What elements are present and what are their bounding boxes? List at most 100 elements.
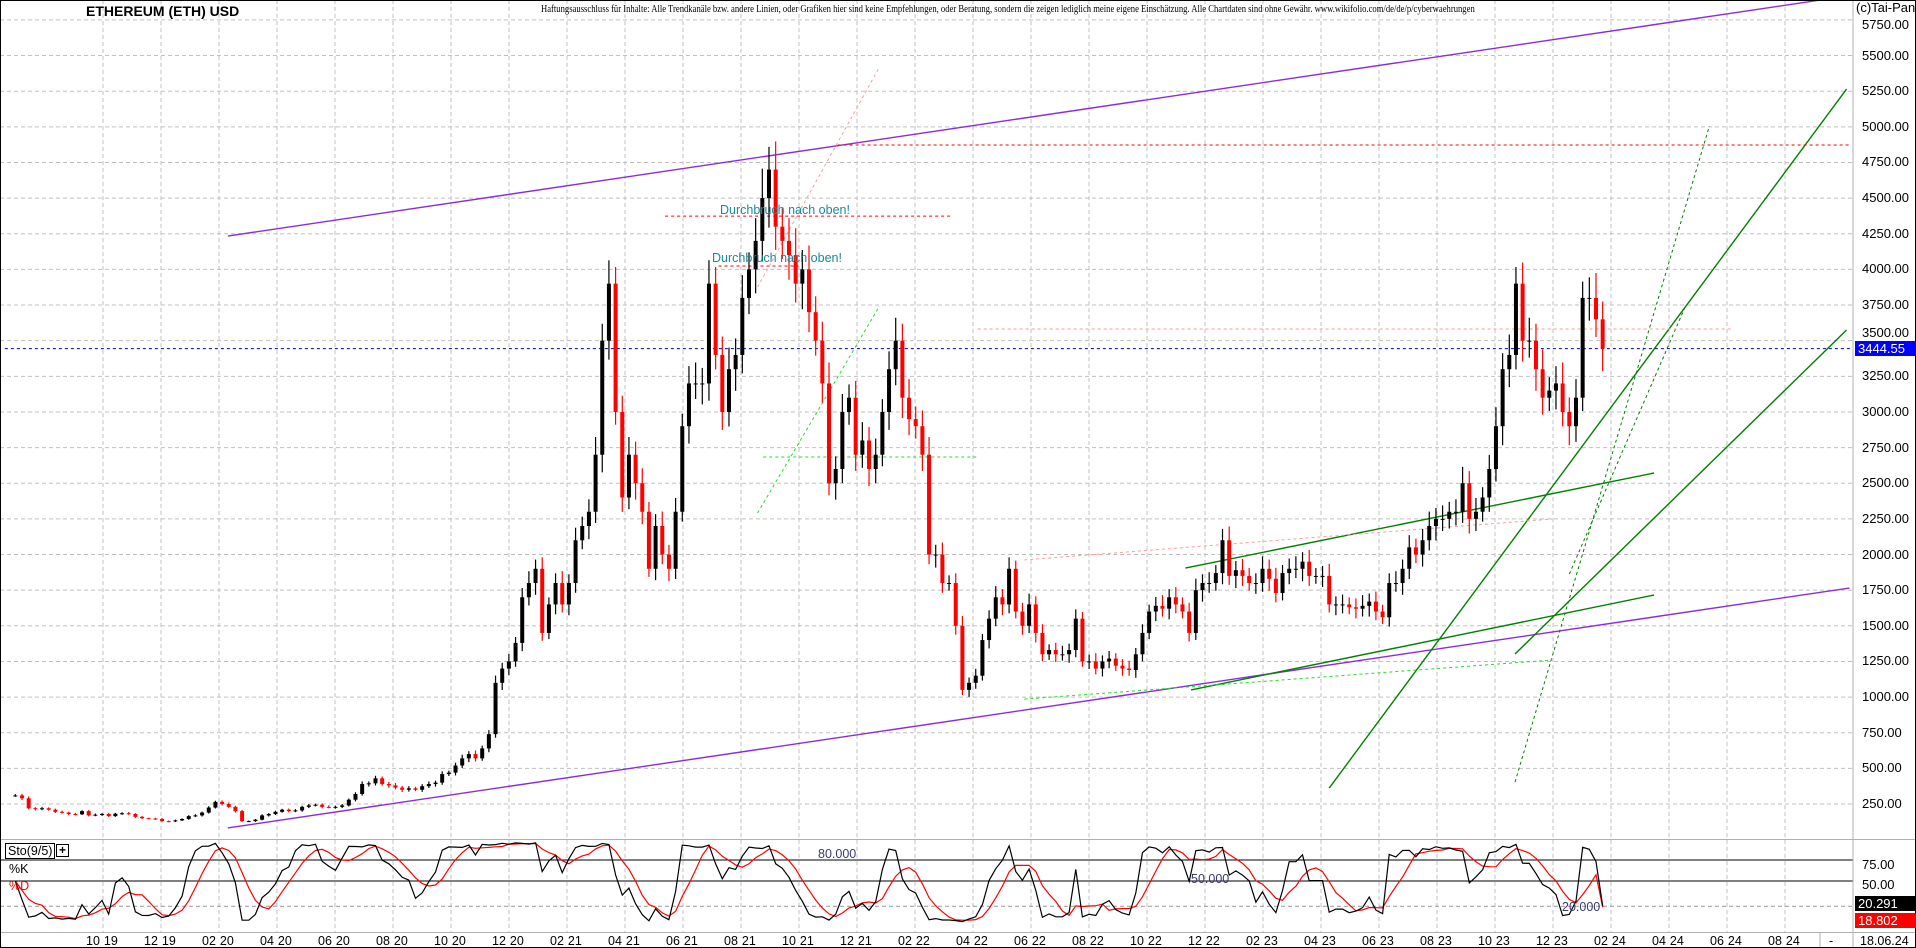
candle-body: [1033, 604, 1038, 633]
level-label-80: 80.000: [818, 847, 857, 861]
candle-body: [973, 675, 978, 683]
candle-body: [520, 597, 525, 643]
trendline: [1024, 659, 1553, 700]
time-tick: 12 23: [1536, 934, 1568, 948]
indicator-label[interactable]: Sto(9/5): [5, 843, 56, 859]
candle-body: [400, 787, 405, 790]
footer-date: 18.06.24: [1860, 934, 1909, 948]
candle-body: [726, 369, 731, 412]
candle-body: [286, 809, 291, 812]
candle-body: [200, 812, 205, 816]
time-tick: 06 21: [666, 934, 698, 948]
candle-body: [140, 816, 145, 819]
candle-body: [40, 808, 45, 810]
candle-body: [306, 805, 311, 807]
candle-body: [786, 240, 791, 256]
candle-body: [246, 821, 251, 823]
candle-body: [1353, 607, 1358, 609]
candle-body: [887, 369, 892, 412]
candle-body: [1233, 570, 1238, 576]
candle-body: [1180, 604, 1185, 612]
candle-body: [1280, 573, 1285, 594]
disclaimer: Haftungsausschluss für Inhalte: Alle Tre…: [541, 4, 1475, 15]
stoch-tick-75: 75.00: [1862, 857, 1895, 872]
add-indicator-button[interactable]: +: [56, 844, 69, 857]
candle-body: [620, 411, 625, 498]
candle-body: [813, 312, 818, 341]
time-tick: 08 23: [1420, 934, 1452, 948]
candle-body: [426, 784, 431, 787]
annotation-breakout-1: Durchbruch nach oben!: [720, 203, 850, 217]
stoch-k-line: [14, 842, 1604, 923]
candle-body: [1113, 658, 1118, 666]
candle-body: [960, 625, 965, 690]
candle-body: [746, 269, 751, 298]
price-tick: 2250.00: [1862, 510, 1909, 526]
candle-body: [453, 765, 458, 773]
candle-body: [506, 661, 511, 669]
time-tick: 08 20: [376, 934, 408, 948]
candle-body: [1193, 590, 1198, 633]
candle-body: [1387, 583, 1392, 618]
candle-body: [513, 642, 518, 662]
candle-body: [1147, 611, 1152, 633]
candle-body: [346, 799, 351, 806]
candle-body: [1073, 618, 1078, 651]
candle-body: [1093, 661, 1098, 669]
candle-body: [1600, 319, 1605, 349]
candle-body: [66, 812, 71, 814]
time-tick: 12 22: [1188, 934, 1220, 948]
candle-body: [1267, 568, 1272, 579]
candle-body: [380, 778, 385, 785]
candle-body: [1260, 568, 1265, 584]
candle-body: [1513, 283, 1518, 355]
copyright: (c)Tai-Pan: [1856, 0, 1916, 15]
trendline: [227, 0, 1821, 237]
time-tick: 08 21: [724, 934, 756, 948]
candle-body: [1293, 568, 1298, 570]
candle-body: [980, 640, 985, 676]
candle-body: [406, 788, 411, 790]
candle-body: [233, 806, 238, 812]
candle-body: [433, 782, 438, 785]
candle-body: [260, 815, 265, 820]
candle-body: [840, 411, 845, 469]
candle-body: [1420, 540, 1425, 555]
time-tick: 10 20: [434, 934, 466, 948]
trendline: [757, 305, 880, 514]
price-tick: 3500.00: [1862, 325, 1909, 340]
annotation-breakout-2: Durchbruch nach oben!: [712, 251, 842, 265]
candle-body: [393, 785, 398, 788]
candle-body: [333, 806, 338, 808]
time-tick: 02 20: [202, 934, 234, 948]
candle-body: [1087, 661, 1092, 663]
candle-body: [1533, 340, 1538, 370]
candle-body: [173, 820, 178, 822]
trendline: [1514, 329, 1848, 655]
price-tick: 1500.00: [1862, 617, 1909, 633]
candle-body: [1547, 390, 1552, 398]
candle-body: [613, 283, 618, 412]
candle-body: [873, 454, 878, 469]
candle-body: [793, 255, 798, 284]
candle-body: [1253, 583, 1258, 585]
price-tick: 4750.00: [1862, 154, 1909, 170]
candle-body: [1107, 658, 1112, 662]
candle-body: [1367, 601, 1372, 606]
candle-body: [600, 340, 605, 455]
candle-body: [86, 811, 91, 816]
candle-body: [193, 815, 198, 817]
candle-body: [253, 819, 258, 822]
candle-body: [913, 419, 918, 427]
time-tick: 04 22: [956, 934, 988, 948]
candle-body: [1447, 511, 1452, 519]
candle-body: [753, 240, 758, 270]
price-tick: 5750.00: [1862, 17, 1909, 32]
candle-body: [1220, 540, 1225, 574]
candle-body: [880, 411, 885, 455]
candle-body: [186, 816, 191, 819]
candle-body: [373, 778, 378, 784]
time-tick: 02 24: [1594, 934, 1626, 948]
candle-body: [26, 798, 31, 809]
time-tick: 06 23: [1362, 934, 1394, 948]
